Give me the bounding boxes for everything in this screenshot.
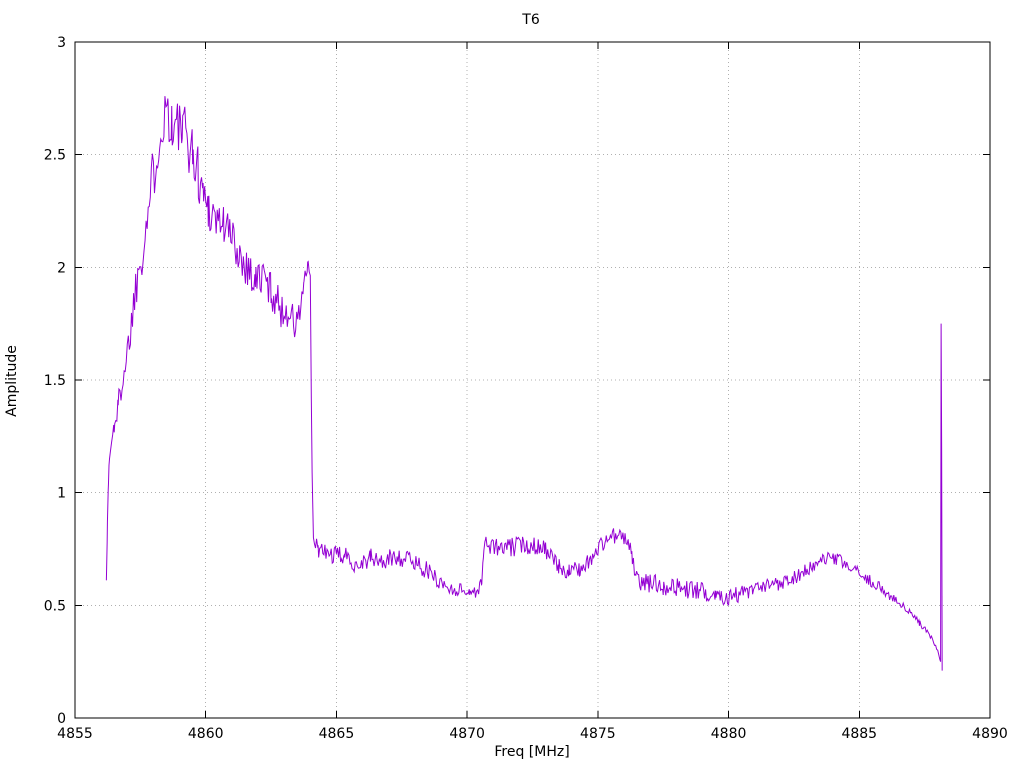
y-tick-label: 3 [57, 35, 66, 51]
axis-layer: 4855 4860 4865 4870 4875 4880 4885 4890 0 0.5 1 1.5… [44, 35, 1008, 742]
chart-title: T6 [521, 12, 540, 28]
y-tick-label: 0 [57, 711, 66, 727]
x-tick-label: 4890 [972, 726, 1008, 742]
plot-border [74, 41, 991, 719]
y-tick-label: 2.5 [44, 148, 66, 164]
y-tick-label: 1 [57, 486, 66, 502]
x-tick-label: 4855 [57, 726, 93, 742]
y-tick-label: 2 [57, 260, 66, 276]
x-axis-label: Freq [MHz] [494, 744, 569, 760]
grid-layer [75, 42, 990, 718]
y-tick-label: 0.5 [44, 598, 66, 614]
x-tick-label: 4885 [841, 726, 877, 742]
y-axis-label: Amplitude [4, 345, 20, 417]
x-tick-label: 4880 [711, 726, 747, 742]
series-layer [105, 96, 943, 671]
x-tick-label: 4865 [319, 726, 355, 742]
x-tick-label: 4860 [188, 726, 224, 742]
x-tick-label: 4870 [449, 726, 485, 742]
x-tick-label: 4875 [580, 726, 616, 742]
y-tick-label: 1.5 [44, 373, 66, 389]
data-series-line [105, 96, 943, 671]
